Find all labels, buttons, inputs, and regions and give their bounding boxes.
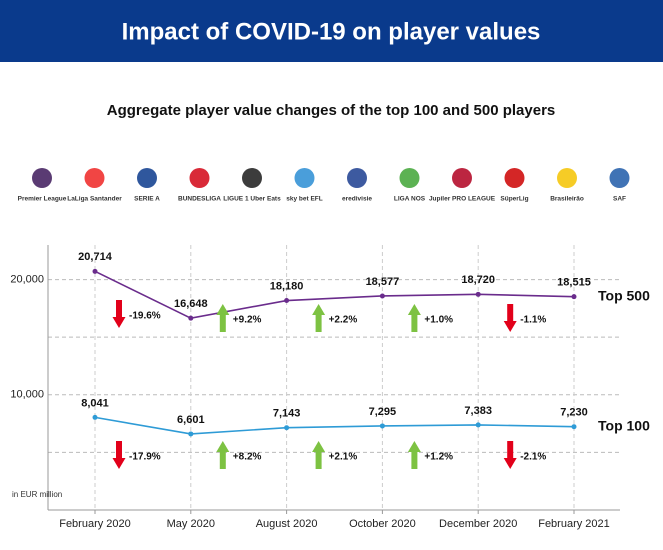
data-point	[379, 293, 385, 299]
change-label: +1.2%	[424, 452, 453, 463]
data-point	[571, 424, 577, 430]
change-arrow	[503, 304, 517, 332]
change-arrow	[407, 304, 421, 332]
change-label: -1.1%	[520, 315, 546, 326]
data-point	[571, 294, 577, 300]
data-label: 8,041	[81, 397, 109, 409]
x-tick-label: February 2021	[538, 518, 610, 530]
y-unit-label: in EUR million	[12, 490, 62, 499]
data-point	[92, 414, 98, 420]
logo-text: BUNDESLIGA	[178, 196, 221, 203]
logo-icon	[137, 168, 157, 188]
change-arrow	[407, 441, 421, 469]
x-tick-label: October 2020	[349, 518, 416, 530]
change-label: +2.2%	[329, 315, 358, 326]
header-band	[0, 0, 663, 62]
change-label: +9.2%	[233, 315, 262, 326]
logo-icon	[84, 168, 105, 188]
x-tick-label: December 2020	[439, 518, 517, 530]
data-point	[475, 422, 481, 428]
change-arrow	[112, 300, 126, 328]
change-label: +1.0%	[424, 315, 453, 326]
data-label: 7,143	[273, 408, 301, 420]
logo-icon	[32, 168, 52, 188]
logo-text: SAF	[613, 196, 626, 203]
change-arrow	[312, 441, 326, 469]
data-label: 16,648	[174, 298, 208, 310]
data-label: 20,714	[78, 251, 113, 263]
change-arrow	[216, 304, 230, 332]
logo-icon	[452, 168, 472, 188]
logo-icon	[557, 168, 577, 188]
change-arrow	[503, 441, 517, 469]
logo-text: LIGUE 1 Uber Eats	[223, 196, 281, 203]
change-label: -17.9%	[129, 452, 161, 463]
data-label: 18,577	[366, 276, 400, 288]
series-name: Top 100	[598, 417, 650, 433]
change-arrow	[216, 441, 230, 469]
data-label: 7,230	[560, 407, 588, 419]
change-label: +8.2%	[233, 452, 262, 463]
change-arrow	[312, 304, 326, 332]
data-label: 7,383	[464, 405, 492, 417]
logo-icon	[347, 168, 367, 188]
series-name: Top 500	[598, 287, 650, 303]
logo-icon	[189, 168, 210, 188]
x-tick-label: February 2020	[59, 518, 131, 530]
series-line	[94, 416, 575, 435]
data-label: 18,515	[557, 277, 591, 289]
logo-text: SüperLig	[500, 196, 528, 203]
change-label: -19.6%	[129, 311, 161, 322]
logo-icon	[609, 168, 630, 188]
logo-icon	[294, 168, 315, 188]
data-point	[379, 423, 385, 429]
logo-text: eredivisie	[342, 196, 372, 203]
x-tick-label: August 2020	[256, 518, 318, 530]
y-tick-label: 10,000	[10, 389, 44, 401]
y-unit: in EUR million	[12, 490, 62, 499]
data-label: 18,180	[270, 280, 304, 292]
data-label: 18,720	[461, 274, 495, 286]
logo-icon	[242, 168, 262, 188]
data-point	[188, 315, 194, 321]
change-label: -2.1%	[520, 452, 546, 463]
change-arrow	[112, 441, 126, 469]
chart-subtitle: Aggregate player value changes of the to…	[107, 102, 556, 119]
logo-text: LaLiga Santander	[67, 196, 122, 203]
logo-text: LIGA NOS	[394, 196, 426, 203]
logo-icon	[399, 168, 420, 188]
y-tick-label: 20,000	[10, 273, 44, 285]
logo-icon	[504, 168, 525, 188]
data-point	[475, 291, 481, 297]
logo-text: Brasileirão	[550, 196, 584, 203]
data-label: 7,295	[369, 406, 397, 418]
logo-text: Jupiler PRO LEAGUE	[429, 196, 496, 203]
logo-text: SERIE A	[134, 196, 160, 203]
series-line	[94, 270, 575, 320]
data-point	[284, 425, 290, 431]
data-point	[188, 431, 194, 437]
logo-text: sky bet EFL	[286, 196, 323, 203]
logo-text: Premier League	[18, 196, 67, 203]
data-label: 6,601	[177, 414, 205, 426]
data-point	[92, 268, 98, 274]
x-tick-label: May 2020	[167, 518, 215, 530]
header-title: Impact of COVID-19 on player values	[122, 18, 541, 45]
data-point	[284, 298, 290, 304]
change-label: +2.1%	[329, 452, 358, 463]
